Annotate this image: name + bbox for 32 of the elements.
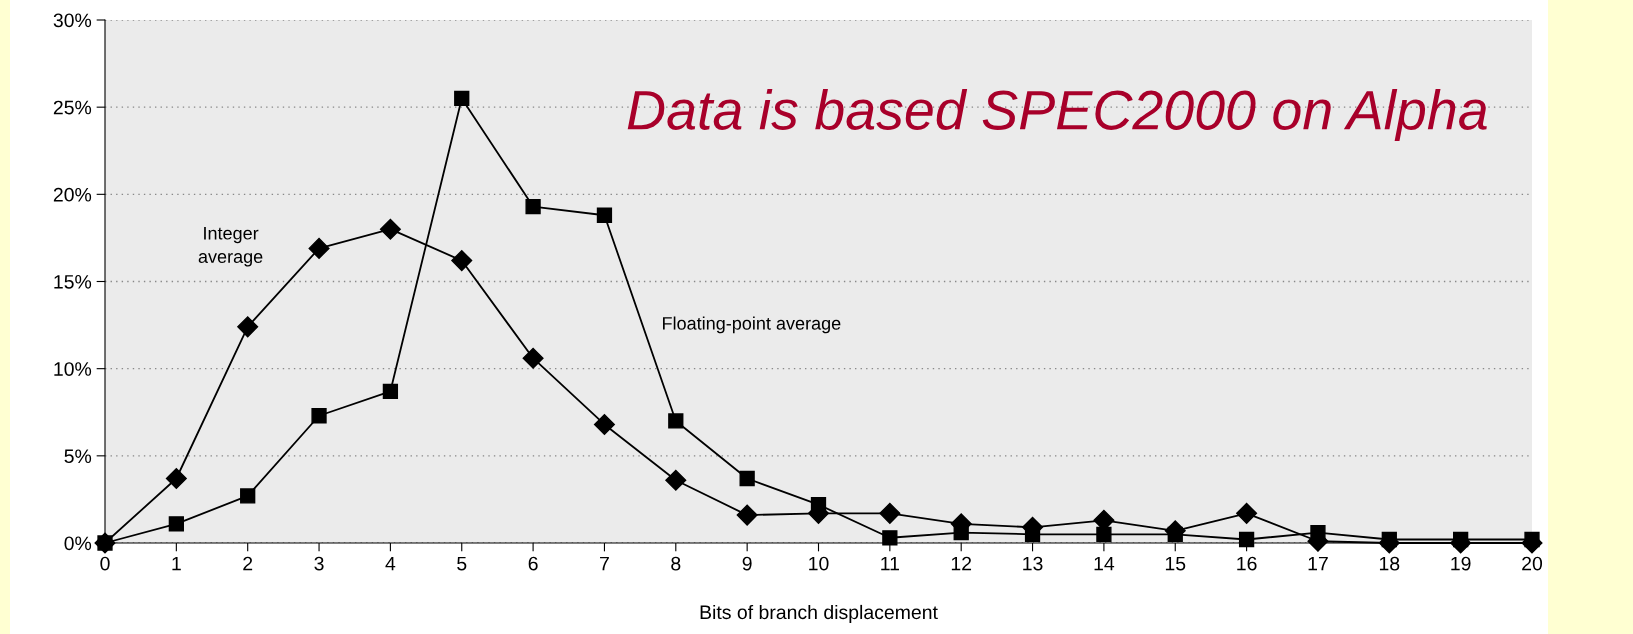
y-tick-label: 10% (54, 362, 92, 376)
x-tick-label: 17 (1308, 556, 1328, 571)
y-tick-label: 25% (53, 100, 92, 115)
y-tick-label: 0% (64, 536, 92, 551)
x-tick-label: 5 (457, 556, 467, 571)
x-tick-label: 18 (1379, 556, 1400, 571)
x-tick-label: 7 (600, 556, 609, 571)
x-tick-label: 12 (951, 556, 972, 571)
y-tick-label: 30% (53, 13, 92, 28)
x-tick-label: 4 (385, 556, 396, 571)
x-tick-label: 16 (1237, 556, 1257, 571)
y-tick-label: 15% (54, 275, 92, 289)
x-tick-label: 0 (100, 556, 110, 571)
x-tick-label: 13 (1023, 556, 1043, 571)
x-tick-label: 1 (172, 556, 181, 571)
annotation: Integer average (198, 227, 263, 267)
x-tick-label: 10 (809, 556, 829, 571)
x-tick-label: 20 (1522, 556, 1543, 571)
y-tick-label: 5% (64, 449, 92, 464)
y-tick-label: 20% (53, 187, 92, 202)
annotation: Data is based SPEC2000 on Alpha (627, 89, 1487, 141)
x-tick-label: 11 (881, 556, 899, 571)
x-tick-label: 9 (742, 556, 752, 571)
x-tick-label: 15 (1165, 556, 1186, 571)
x-tick-label: 6 (528, 556, 538, 571)
x-tick-label: 19 (1451, 556, 1471, 571)
x-tick-label: 3 (314, 556, 324, 571)
x-tick-label: 8 (671, 556, 681, 571)
x-axis-title: Bits of branch displacement (700, 604, 938, 623)
annotation: Floating-point average (663, 316, 841, 334)
x-tick-label: 2 (243, 556, 253, 571)
x-tick-label: 14 (1094, 556, 1115, 571)
